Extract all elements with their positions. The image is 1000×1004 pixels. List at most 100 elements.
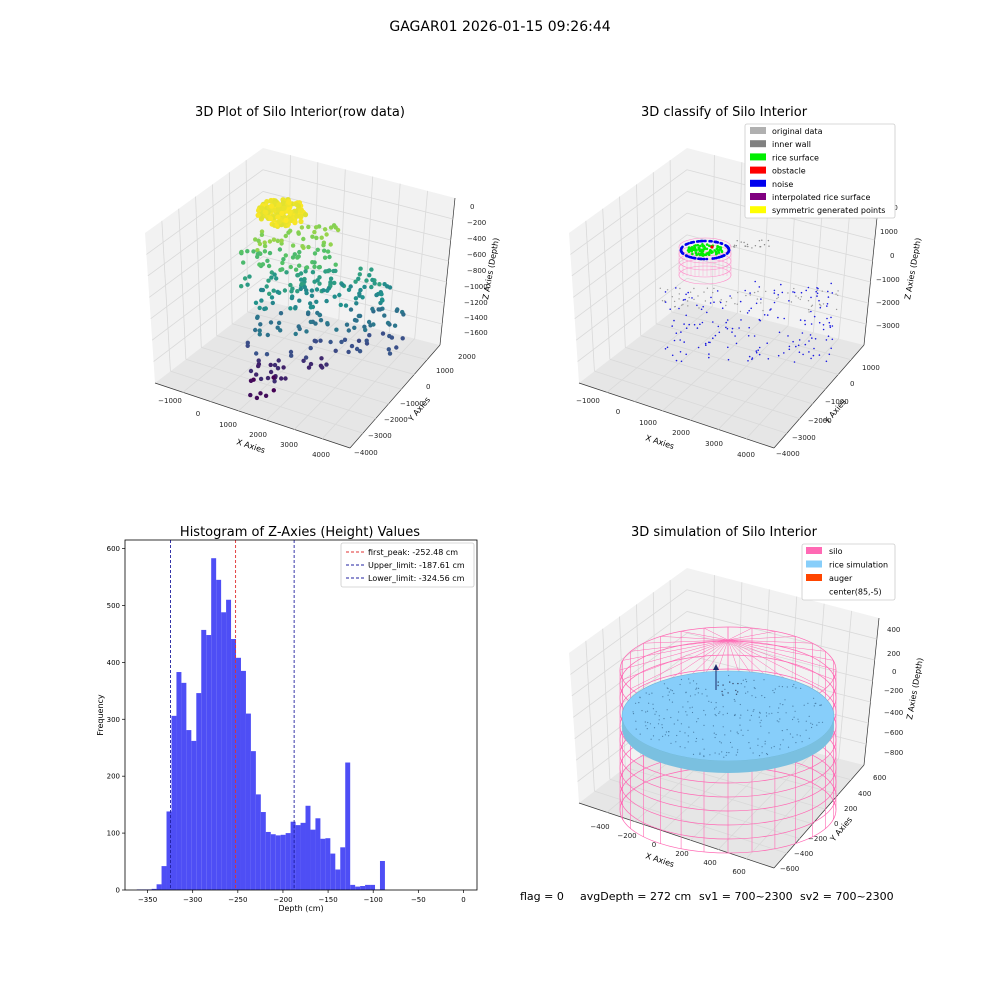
data-point xyxy=(327,254,332,260)
histogram-bar xyxy=(379,860,385,890)
grid-line xyxy=(161,220,171,372)
data-point xyxy=(332,280,337,286)
data-point xyxy=(325,321,330,326)
data-point xyxy=(262,306,267,312)
data-point xyxy=(256,363,261,369)
rice-simulation-side xyxy=(622,716,834,773)
rice-simulation-point xyxy=(779,718,781,720)
rice-simulation-point xyxy=(819,704,821,707)
rice-simulation-point xyxy=(670,689,672,691)
noise-point xyxy=(684,298,686,301)
rice-simulation-point xyxy=(811,723,814,725)
data-point xyxy=(306,365,312,370)
data-point xyxy=(262,240,267,245)
noise-point xyxy=(729,295,731,297)
legend-swatch xyxy=(750,179,766,187)
noise-point xyxy=(773,301,776,304)
noise-point xyxy=(828,353,831,356)
original-point xyxy=(835,293,837,295)
data-point xyxy=(284,270,289,275)
data-point xyxy=(271,288,276,293)
rice-simulation-point xyxy=(751,695,753,697)
data-point xyxy=(333,268,338,274)
histogram-bar xyxy=(255,794,261,890)
rice-simulation-point xyxy=(786,686,788,688)
rice-simulation-point xyxy=(689,682,691,684)
rice-simulation-point xyxy=(718,712,720,715)
rice-simulation-point xyxy=(761,695,763,697)
auger-point xyxy=(729,681,731,683)
data-point xyxy=(287,209,293,215)
data-point xyxy=(271,207,277,213)
original-point xyxy=(704,300,707,302)
data-point xyxy=(253,327,258,333)
z-tick-label: −200 xyxy=(467,219,486,227)
rice-simulation-point xyxy=(695,740,697,743)
rice-simulation-point xyxy=(703,724,705,727)
avg-depth-text: avgDepth = 272 cm xyxy=(580,890,691,903)
histogram-bar xyxy=(360,886,366,890)
rice-simulation-point xyxy=(739,717,741,719)
legend-label: symmetric generated points xyxy=(772,206,885,215)
data-point xyxy=(362,284,367,290)
x-tick-label: −200 xyxy=(273,896,292,904)
rice-simulation-point xyxy=(679,683,681,686)
rice-simulation-point xyxy=(723,756,725,758)
histogram-bar xyxy=(365,884,371,890)
rice-simulation-point xyxy=(687,741,689,743)
data-point xyxy=(353,279,358,284)
data-point xyxy=(385,320,391,326)
rice-simulation-point xyxy=(818,721,820,724)
noise-point xyxy=(701,321,704,324)
rice-simulation-point xyxy=(766,753,768,755)
original-point xyxy=(682,303,684,306)
data-point xyxy=(354,346,360,352)
z-tick-label: −800 xyxy=(467,267,486,275)
data-point xyxy=(277,247,283,252)
data-point xyxy=(328,339,333,345)
noise-point xyxy=(825,339,828,341)
data-point xyxy=(302,212,309,218)
original-point xyxy=(671,296,673,298)
data-point xyxy=(364,338,369,343)
data-point xyxy=(251,249,256,254)
histogram-bar xyxy=(295,825,301,890)
data-point xyxy=(257,328,262,333)
simulation-plot-y-ticks: 600 400 200 0 −200 −400 −600 xyxy=(780,774,886,873)
data-point xyxy=(304,290,309,296)
rice-simulation-point xyxy=(805,729,807,731)
rice-simulation-point xyxy=(670,716,672,719)
rice-simulation-point xyxy=(685,711,687,713)
axis-line xyxy=(773,764,865,869)
y-tick-label: −3000 xyxy=(792,434,816,442)
data-point xyxy=(356,313,361,319)
noise-point xyxy=(700,308,703,311)
rice-simulation-point xyxy=(758,716,760,718)
noise-point xyxy=(810,296,812,299)
data-point xyxy=(346,328,351,333)
rice-simulation-point xyxy=(795,742,797,744)
noise-point xyxy=(830,282,832,285)
rice-surface-point xyxy=(701,248,704,252)
silo-wireframe-line xyxy=(727,639,826,652)
data-point xyxy=(313,225,319,230)
rice-simulation-point xyxy=(779,748,781,750)
rice-simulation-point xyxy=(722,714,724,716)
rice-simulation-point xyxy=(688,678,690,680)
grid-line xyxy=(262,191,451,241)
data-point xyxy=(295,289,300,294)
y-tick-label: 0 xyxy=(426,383,430,391)
data-point xyxy=(248,392,253,398)
data-point xyxy=(380,331,386,336)
noise-point xyxy=(777,316,779,319)
data-point xyxy=(306,224,311,230)
noise-point xyxy=(826,317,828,320)
histogram-bars xyxy=(136,558,385,890)
rice-simulation-point xyxy=(676,734,678,737)
histogram-vlines xyxy=(170,540,295,890)
noise-point xyxy=(769,309,771,311)
y-tick-label: 1000 xyxy=(862,364,880,372)
data-point xyxy=(325,268,330,274)
data-point xyxy=(317,275,322,280)
noise-point xyxy=(810,310,812,313)
